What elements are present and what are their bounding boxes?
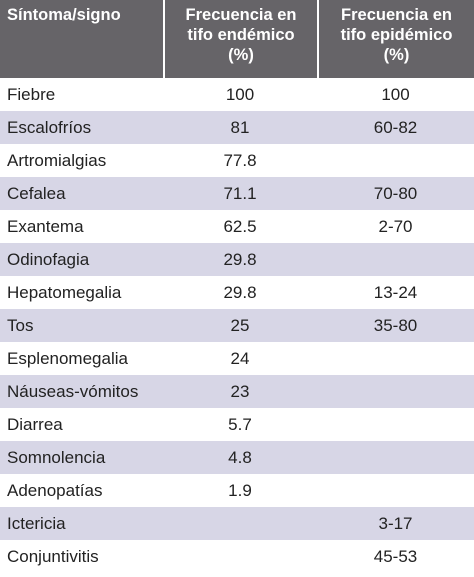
endemic-cell: 62.5 — [223, 216, 257, 236]
epidemic-cell: 70-80 — [373, 183, 418, 203]
table-row: Cefalea 71.1 70-80 — [0, 177, 474, 210]
table-row: Artromialgias 77.8 — [0, 144, 474, 177]
table-body: Fiebre 100 100 Escalofríos 81 60-82 Artromialg… — [0, 78, 474, 573]
table-row: Ictericia 3-17 — [0, 507, 474, 540]
symptom-cell: Escalofríos — [7, 117, 92, 137]
header-endemic-line: Frecuencia en — [185, 6, 297, 24]
symptom-cell: Diarrea — [7, 414, 63, 434]
table-row: Somnolencia 4.8 — [0, 441, 474, 474]
symptom-cell: Adenopatías — [7, 480, 103, 500]
epidemic-cell: 2-70 — [378, 216, 413, 236]
table-row: Esplenomegalia 24 — [0, 342, 474, 375]
endemic-cell: 23 — [230, 381, 250, 401]
epidemic-cell: 35-80 — [373, 315, 418, 335]
endemic-cell: 71.1 — [223, 183, 257, 203]
endemic-cell: 81 — [230, 117, 250, 137]
endemic-cell: 25 — [230, 315, 250, 335]
epidemic-cell: 3-17 — [378, 513, 413, 533]
table-header: Síntoma/signo Frecuencia en tifo endémic… — [0, 0, 474, 78]
table-row: Diarrea 5.7 — [0, 408, 474, 441]
symptom-cell: Odinofagia — [7, 249, 90, 269]
symptom-cell: Exantema — [7, 216, 84, 236]
symptom-cell: Hepatomegalia — [7, 282, 122, 302]
header-epidemic: Frecuencia en tifo epidémico (%) — [317, 0, 474, 78]
table-row: Odinofagia 29.8 — [0, 243, 474, 276]
table-row: Escalofríos 81 60-82 — [0, 111, 474, 144]
header-epidemic-line: Frecuencia en — [341, 6, 452, 24]
symptom-cell: Conjuntivitis — [7, 546, 99, 566]
endemic-cell: 29.8 — [223, 249, 257, 269]
header-endemic: Frecuencia en tifo endémico (%) — [163, 0, 317, 78]
symptom-cell: Somnolencia — [7, 447, 106, 467]
epidemic-cell: 100 — [381, 84, 410, 104]
symptom-cell: Artromialgias — [7, 150, 107, 170]
table-row: Fiebre 100 100 — [0, 78, 474, 111]
table-row: Conjuntivitis 45-53 — [0, 540, 474, 573]
symptom-cell: Esplenomegalia — [7, 348, 128, 368]
epidemic-cell: 13-24 — [373, 282, 418, 302]
endemic-cell: 1.9 — [228, 480, 252, 500]
symptom-cell: Tos — [7, 315, 34, 335]
header-epidemic-line: tifo epidémico — [340, 26, 453, 44]
table-row: Tos 25 35-80 — [0, 309, 474, 342]
symptom-cell: Cefalea — [7, 183, 66, 203]
symptom-cell: Náuseas-vómitos — [7, 381, 139, 401]
header-epidemic-line: (%) — [383, 46, 410, 64]
table-row: Náuseas-vómitos 23 — [0, 375, 474, 408]
symptom-cell: Fiebre — [7, 84, 56, 104]
endemic-cell: 29.8 — [223, 282, 257, 302]
endemic-cell: 77.8 — [223, 150, 257, 170]
epidemic-cell: 45-53 — [373, 546, 418, 566]
symptom-cell: Ictericia — [7, 513, 66, 533]
header-symptom: Síntoma/signo — [0, 0, 163, 78]
header-symptom-label: Síntoma/signo — [7, 6, 121, 24]
header-endemic-line: tifo endémico — [187, 26, 295, 44]
endemic-cell: 24 — [230, 348, 250, 368]
table-row: Adenopatías 1.9 — [0, 474, 474, 507]
table-row: Hepatomegalia 29.8 13-24 — [0, 276, 474, 309]
endemic-cell: 4.8 — [228, 447, 252, 467]
table-row: Exantema 62.5 2-70 — [0, 210, 474, 243]
header-endemic-line: (%) — [228, 46, 254, 64]
endemic-cell: 5.7 — [228, 414, 252, 434]
epidemic-cell: 60-82 — [373, 117, 418, 137]
endemic-cell: 100 — [225, 84, 255, 104]
